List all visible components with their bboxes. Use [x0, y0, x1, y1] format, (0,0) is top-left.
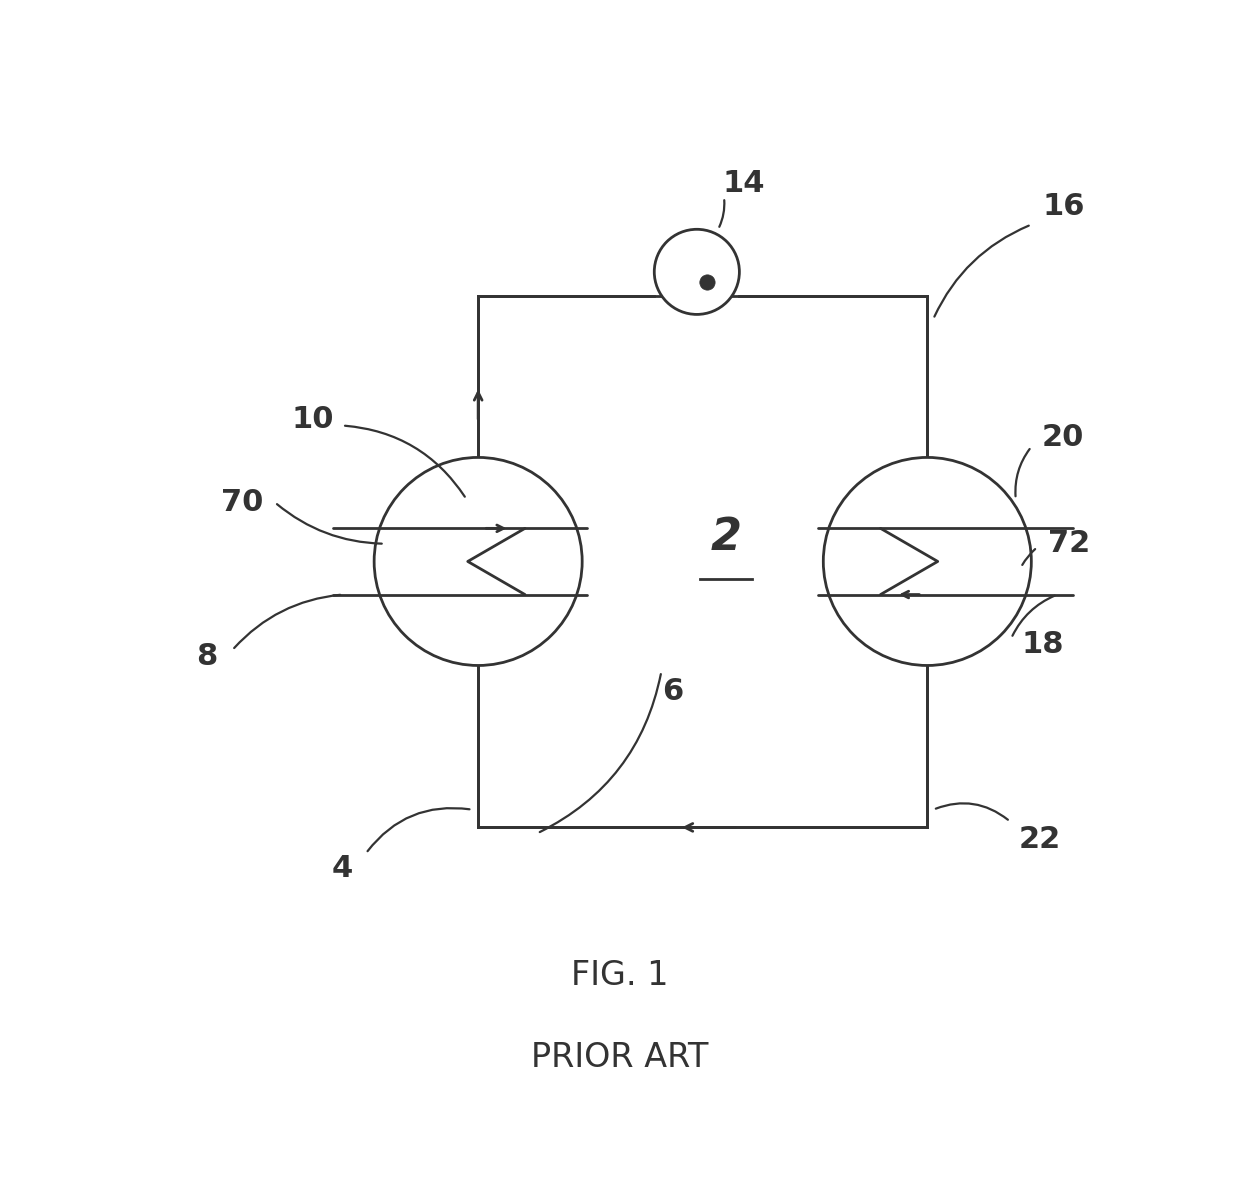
Text: 70: 70 — [221, 488, 263, 517]
Circle shape — [374, 457, 582, 665]
Text: PRIOR ART: PRIOR ART — [531, 1041, 709, 1074]
Circle shape — [823, 457, 1032, 665]
Text: 6: 6 — [662, 677, 683, 706]
Text: 72: 72 — [1048, 530, 1090, 558]
Text: 14: 14 — [723, 169, 765, 197]
Circle shape — [655, 229, 739, 314]
Text: 4: 4 — [331, 855, 353, 883]
Text: 2: 2 — [711, 517, 742, 559]
Circle shape — [699, 275, 715, 290]
Text: 20: 20 — [1042, 423, 1085, 452]
Text: 18: 18 — [1022, 630, 1064, 658]
Text: 8: 8 — [196, 642, 217, 670]
Text: 10: 10 — [291, 405, 334, 434]
Text: 16: 16 — [1042, 193, 1085, 221]
Text: FIG. 1: FIG. 1 — [572, 959, 668, 992]
Text: 22: 22 — [1018, 825, 1060, 853]
